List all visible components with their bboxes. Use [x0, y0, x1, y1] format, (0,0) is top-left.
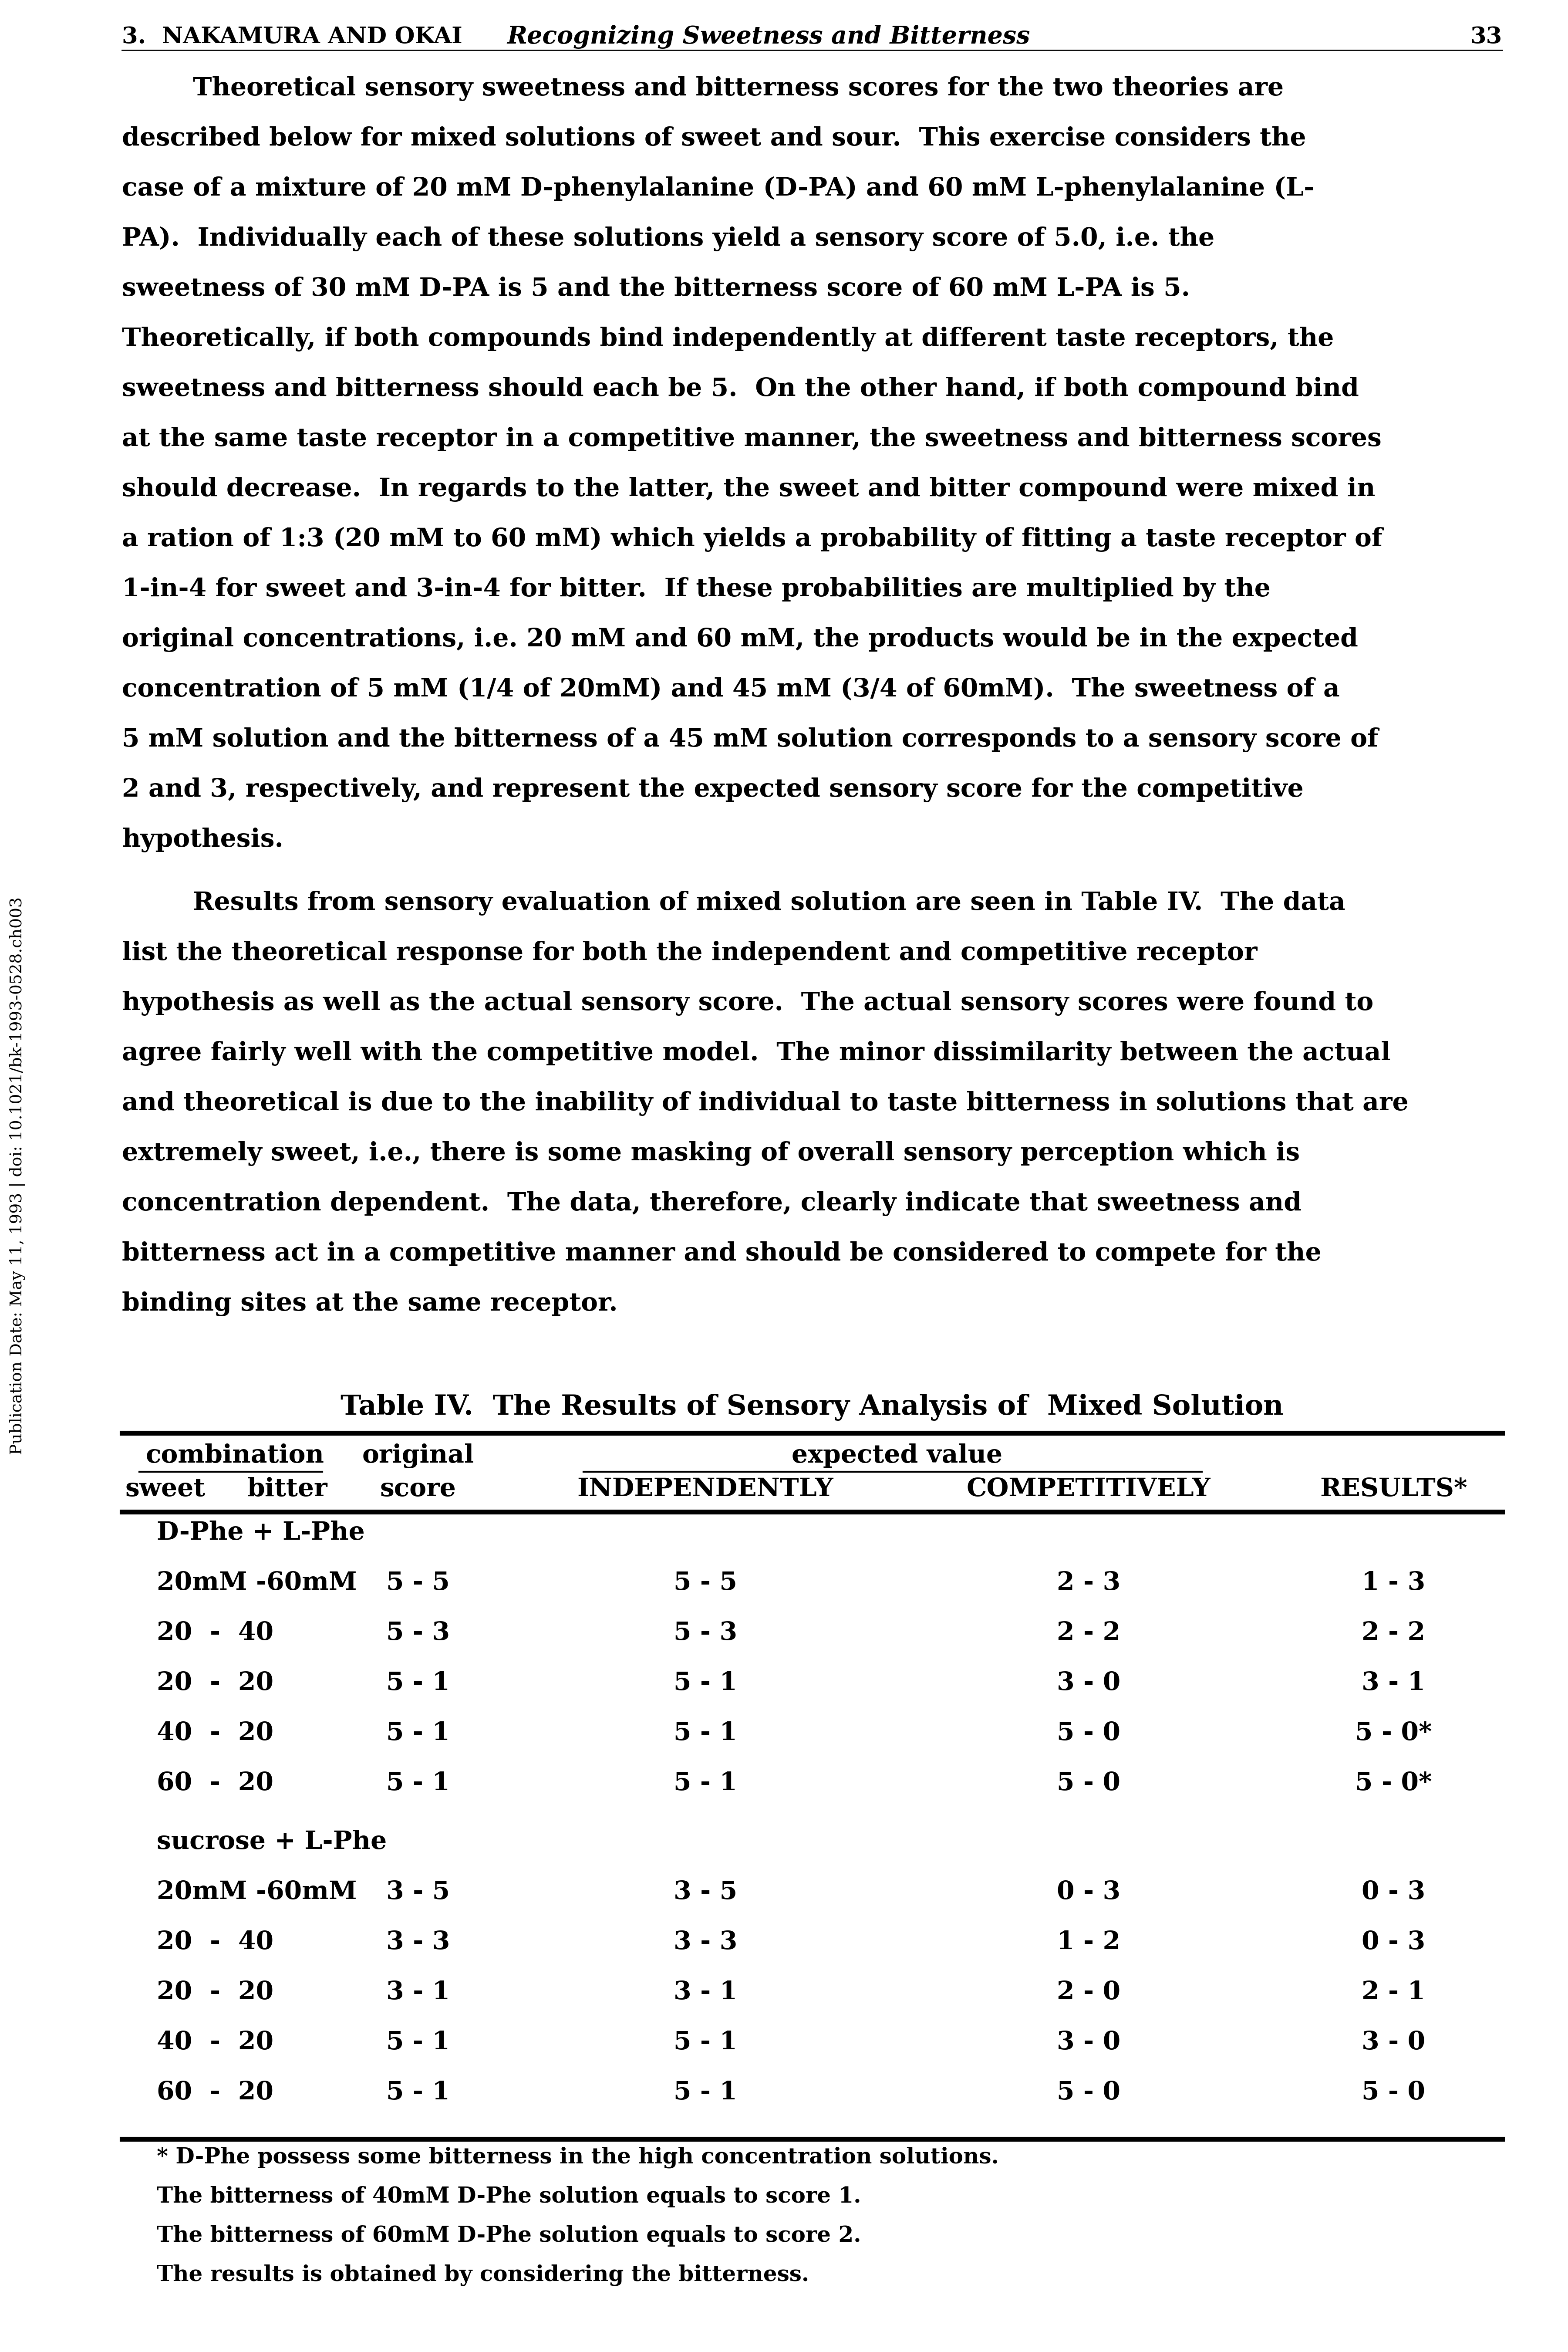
Text: 5 - 5: 5 - 5 — [674, 1571, 737, 1595]
Text: 3 - 1: 3 - 1 — [1361, 1670, 1425, 1696]
Text: 3 - 0: 3 - 0 — [1057, 2030, 1121, 2056]
Text: Publication Date: May 11, 1993 | doi: 10.1021/bk-1993-0528.ch003: Publication Date: May 11, 1993 | doi: 10… — [9, 896, 25, 1456]
Text: combination: combination — [146, 1444, 325, 1468]
Text: 0 - 3: 0 - 3 — [1361, 1879, 1425, 1905]
Text: list the theoretical response for both the independent and competitive receptor: list the theoretical response for both t… — [122, 941, 1258, 964]
Text: 5 - 1: 5 - 1 — [386, 2030, 450, 2056]
Text: 5 - 3: 5 - 3 — [674, 1621, 737, 1644]
Text: described below for mixed solutions of sweet and sour.  This exercise considers : described below for mixed solutions of s… — [122, 127, 1306, 151]
Text: case of a mixture of 20 mM D-phenylalanine (D-PA) and 60 mM L-phenylalanine (L-: case of a mixture of 20 mM D-phenylalani… — [122, 176, 1314, 202]
Text: The bitterness of 40mM D-Phe solution equals to score 1.: The bitterness of 40mM D-Phe solution eq… — [157, 2185, 861, 2209]
Text: binding sites at the same receptor.: binding sites at the same receptor. — [122, 1291, 618, 1317]
Text: original: original — [362, 1444, 474, 1468]
Text: Theoretical sensory sweetness and bitterness scores for the two theories are: Theoretical sensory sweetness and bitter… — [122, 75, 1284, 101]
Text: 5 - 5: 5 - 5 — [386, 1571, 450, 1595]
Text: PA).  Individually each of these solutions yield a sensory score of 5.0, i.e. th: PA). Individually each of these solution… — [122, 226, 1215, 252]
Text: 3 - 3: 3 - 3 — [386, 1931, 450, 1955]
Text: 5 mM solution and the bitterness of a 45 mM solution corresponds to a sensory sc: 5 mM solution and the bitterness of a 45… — [122, 727, 1378, 753]
Text: 5 - 1: 5 - 1 — [674, 2030, 737, 2056]
Text: The bitterness of 60mM D-Phe solution equals to score 2.: The bitterness of 60mM D-Phe solution eq… — [157, 2225, 861, 2246]
Text: 3.  NAKAMURA AND OKAI: 3. NAKAMURA AND OKAI — [122, 26, 463, 47]
Text: 1 - 2: 1 - 2 — [1057, 1931, 1121, 1955]
Text: * D-Phe possess some bitterness in the high concentration solutions.: * D-Phe possess some bitterness in the h… — [157, 2147, 999, 2169]
Text: Results from sensory evaluation of mixed solution are seen in Table IV.  The dat: Results from sensory evaluation of mixed… — [122, 891, 1345, 915]
Text: 3 - 1: 3 - 1 — [386, 1980, 450, 2004]
Text: original concentrations, i.e. 20 mM and 60 mM, the products would be in the expe: original concentrations, i.e. 20 mM and … — [122, 628, 1358, 652]
Text: a ration of 1:3 (20 mM to 60 mM) which yields a probability of fitting a taste r: a ration of 1:3 (20 mM to 60 mM) which y… — [122, 527, 1383, 553]
Text: 20  -  40: 20 - 40 — [157, 1931, 273, 1955]
Text: 3 - 5: 3 - 5 — [386, 1879, 450, 1905]
Text: 20  -  20: 20 - 20 — [157, 1980, 273, 2004]
Text: extremely sweet, i.e., there is some masking of overall sensory perception which: extremely sweet, i.e., there is some mas… — [122, 1141, 1300, 1167]
Text: 20mM -60mM: 20mM -60mM — [157, 1879, 358, 1905]
Text: 2 - 3: 2 - 3 — [1057, 1571, 1121, 1595]
Text: 5 - 1: 5 - 1 — [386, 1670, 450, 1696]
Text: 5 - 0: 5 - 0 — [1361, 2079, 1425, 2105]
Text: 5 - 1: 5 - 1 — [386, 2079, 450, 2105]
Text: 20mM -60mM: 20mM -60mM — [157, 1571, 358, 1595]
Text: 5 - 0*: 5 - 0* — [1355, 1722, 1432, 1745]
Text: 20  -  40: 20 - 40 — [157, 1621, 273, 1644]
Text: hypothesis.: hypothesis. — [122, 828, 284, 851]
Text: 5 - 0: 5 - 0 — [1057, 1722, 1121, 1745]
Text: sweetness of 30 mM D-PA is 5 and the bitterness score of 60 mM L-PA is 5.: sweetness of 30 mM D-PA is 5 and the bit… — [122, 278, 1190, 301]
Text: 60  -  20: 60 - 20 — [157, 2079, 273, 2105]
Text: Theoretically, if both compounds bind independently at different taste receptors: Theoretically, if both compounds bind in… — [122, 327, 1334, 350]
Text: 5 - 1: 5 - 1 — [386, 1771, 450, 1795]
Text: 1 - 3: 1 - 3 — [1361, 1571, 1425, 1595]
Text: concentration dependent.  The data, therefore, clearly indicate that sweetness a: concentration dependent. The data, there… — [122, 1190, 1301, 1216]
Text: The results is obtained by considering the bitterness.: The results is obtained by considering t… — [157, 2265, 809, 2286]
Text: concentration of 5 mM (1/4 of 20mM) and 45 mM (3/4 of 60mM).  The sweetness of a: concentration of 5 mM (1/4 of 20mM) and … — [122, 677, 1339, 701]
Text: 0 - 3: 0 - 3 — [1361, 1931, 1425, 1955]
Text: should decrease.  In regards to the latter, the sweet and bitter compound were m: should decrease. In regards to the latte… — [122, 477, 1375, 501]
Text: sucrose + L-Phe: sucrose + L-Phe — [157, 1830, 387, 1853]
Text: 0 - 3: 0 - 3 — [1057, 1879, 1121, 1905]
Text: D-Phe + L-Phe: D-Phe + L-Phe — [157, 1519, 365, 1545]
Text: 5 - 1: 5 - 1 — [674, 1722, 737, 1745]
Text: 5 - 1: 5 - 1 — [386, 1722, 450, 1745]
Text: 3 - 5: 3 - 5 — [674, 1879, 737, 1905]
Text: 5 - 0*: 5 - 0* — [1355, 1771, 1432, 1795]
Text: COMPETITIVELY: COMPETITIVELY — [966, 1477, 1210, 1501]
Text: 5 - 0: 5 - 0 — [1057, 1771, 1121, 1795]
Text: 5 - 3: 5 - 3 — [386, 1621, 450, 1644]
Text: 3 - 0: 3 - 0 — [1057, 1670, 1121, 1696]
Text: 40  -  20: 40 - 20 — [157, 1722, 273, 1745]
Text: sweetness and bitterness should each be 5.  On the other hand, if both compound : sweetness and bitterness should each be … — [122, 376, 1359, 402]
Text: at the same taste receptor in a competitive manner, the sweetness and bitterness: at the same taste receptor in a competit… — [122, 426, 1381, 452]
Text: expected value: expected value — [792, 1444, 1002, 1468]
Text: 2 - 1: 2 - 1 — [1361, 1980, 1425, 2004]
Text: 2 - 2: 2 - 2 — [1057, 1621, 1121, 1644]
Text: 60  -  20: 60 - 20 — [157, 1771, 273, 1795]
Text: 5 - 1: 5 - 1 — [674, 1771, 737, 1795]
Text: 3 - 0: 3 - 0 — [1361, 2030, 1425, 2056]
Text: Recognizing Sweetness and Bitterness: Recognizing Sweetness and Bitterness — [506, 26, 1030, 49]
Text: agree fairly well with the competitive model.  The minor dissimilarity between t: agree fairly well with the competitive m… — [122, 1042, 1391, 1065]
Text: RESULTS*: RESULTS* — [1320, 1477, 1468, 1501]
Text: 40  -  20: 40 - 20 — [157, 2030, 273, 2056]
Text: bitterness act in a competitive manner and should be considered to compete for t: bitterness act in a competitive manner a… — [122, 1242, 1322, 1265]
Text: 5 - 1: 5 - 1 — [674, 2079, 737, 2105]
Text: 5 - 0: 5 - 0 — [1057, 2079, 1121, 2105]
Text: 2 - 0: 2 - 0 — [1057, 1980, 1121, 2004]
Text: 2 - 2: 2 - 2 — [1361, 1621, 1425, 1644]
Text: 3 - 1: 3 - 1 — [674, 1980, 737, 2004]
Text: hypothesis as well as the actual sensory score.  The actual sensory scores were : hypothesis as well as the actual sensory… — [122, 990, 1374, 1016]
Text: 3 - 3: 3 - 3 — [674, 1931, 737, 1955]
Text: bitter: bitter — [248, 1477, 328, 1501]
Text: 5 - 1: 5 - 1 — [674, 1670, 737, 1696]
Text: 1-in-4 for sweet and 3-in-4 for bitter.  If these probabilities are multiplied b: 1-in-4 for sweet and 3-in-4 for bitter. … — [122, 576, 1270, 602]
Text: 20  -  20: 20 - 20 — [157, 1670, 273, 1696]
Text: and theoretical is due to the inability of individual to taste bitterness in sol: and theoretical is due to the inability … — [122, 1091, 1408, 1115]
Text: INDEPENDENTLY: INDEPENDENTLY — [577, 1477, 834, 1501]
Text: sweet: sweet — [125, 1477, 205, 1501]
Text: 2 and 3, respectively, and represent the expected sensory score for the competit: 2 and 3, respectively, and represent the… — [122, 779, 1303, 802]
Text: Table IV.  The Results of Sensory Analysis of  Mixed Solution: Table IV. The Results of Sensory Analysi… — [340, 1395, 1284, 1421]
Text: 33: 33 — [1471, 26, 1502, 47]
Text: score: score — [379, 1477, 456, 1501]
